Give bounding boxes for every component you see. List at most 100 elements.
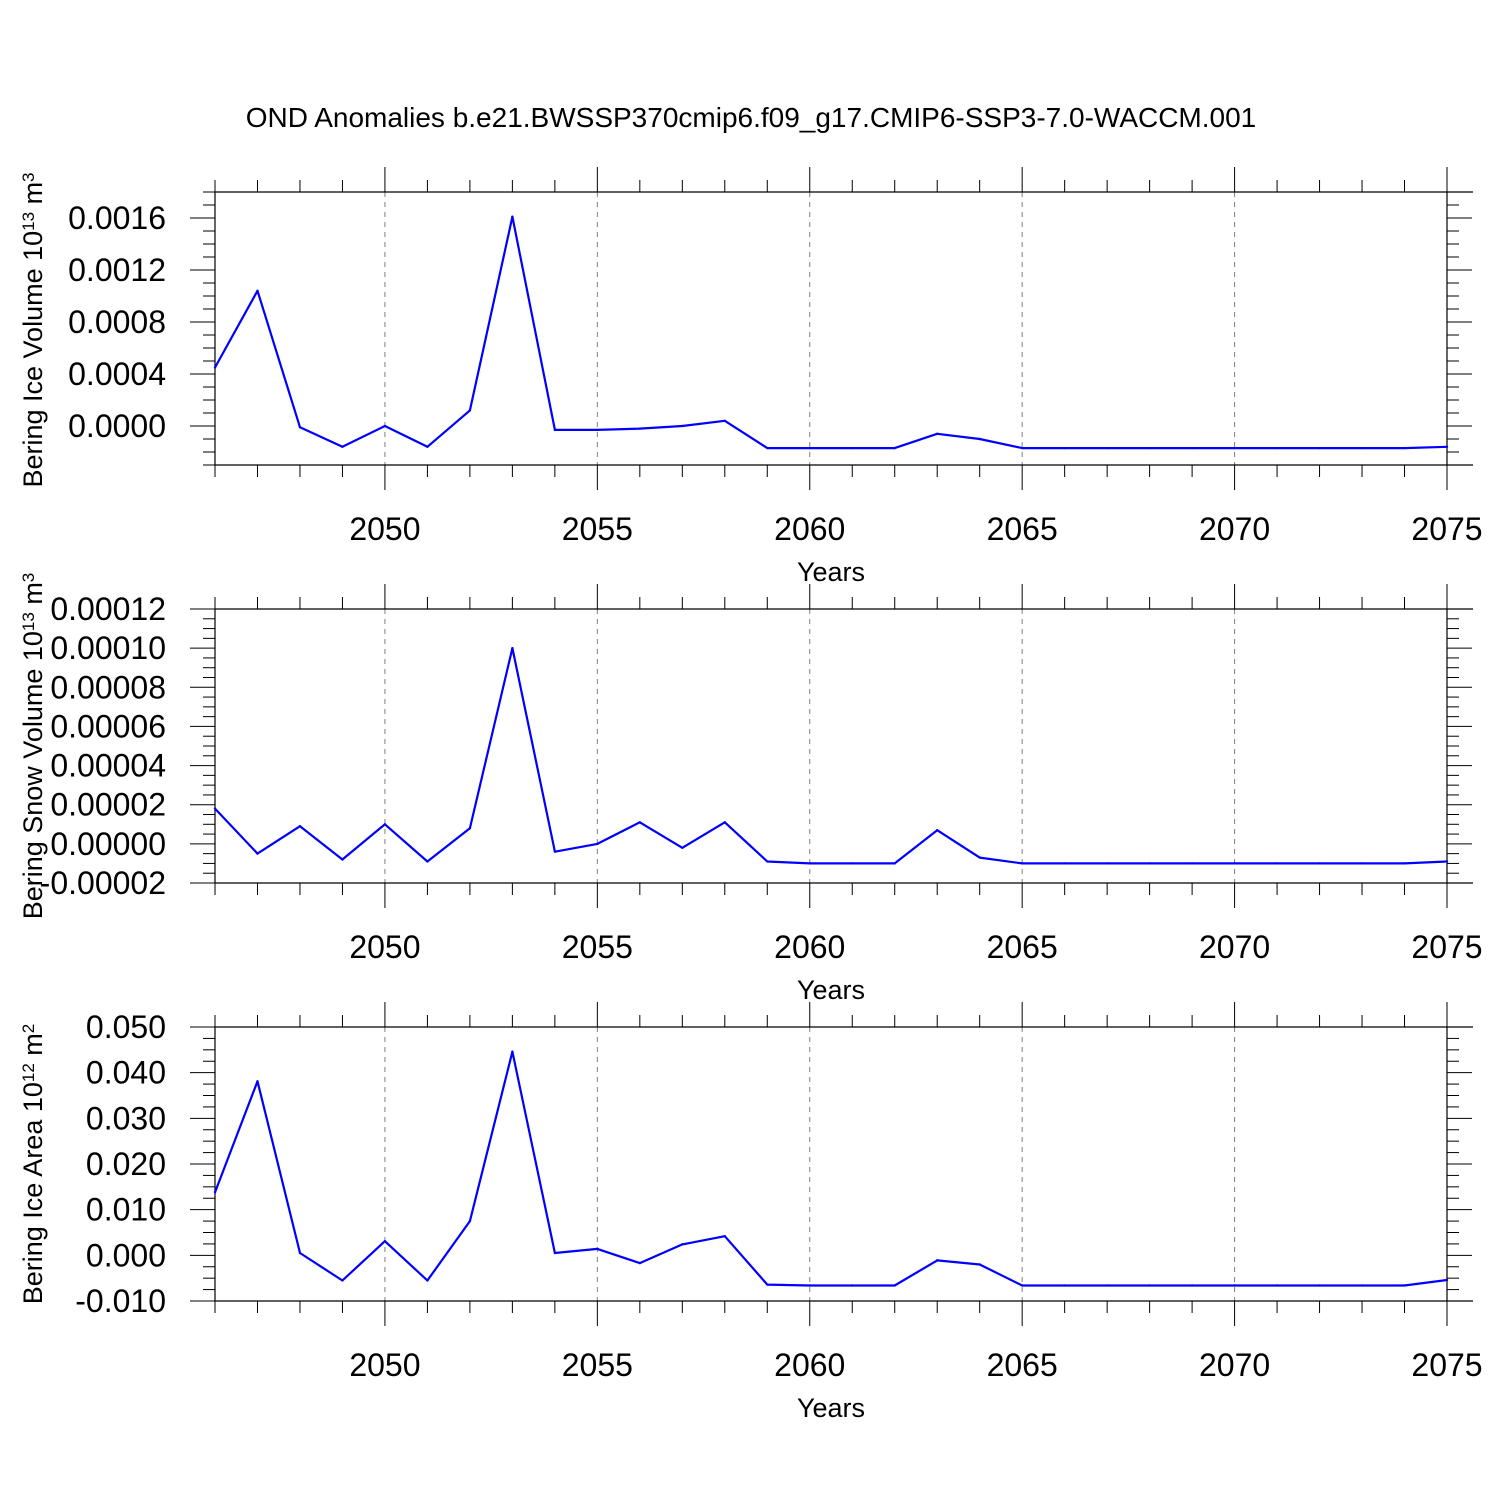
data-point	[383, 424, 387, 428]
data-point	[1403, 862, 1406, 865]
y-tick-label: 0.00008	[50, 669, 166, 705]
data-point	[511, 646, 514, 650]
y-tick-label: -0.010	[75, 1283, 166, 1319]
data-point	[1445, 860, 1449, 863]
data-point	[1318, 446, 1321, 450]
y-axis-label-superscript: 13	[19, 212, 38, 231]
y-tick-label: 0.0008	[68, 304, 166, 340]
data-point	[1403, 1284, 1406, 1287]
data-point	[1190, 1284, 1194, 1287]
y-axis-label-superscript: 12	[19, 1063, 38, 1082]
data-point	[553, 850, 557, 853]
data-point	[638, 427, 642, 430]
data-point	[808, 862, 811, 865]
data-point	[426, 1279, 429, 1282]
data-point	[1020, 446, 1024, 450]
data-point	[978, 856, 981, 859]
data-point	[766, 446, 769, 450]
data-point	[723, 1234, 726, 1238]
data-point	[808, 1284, 811, 1287]
x-tick-label: 2060	[774, 1347, 845, 1383]
data-point	[851, 862, 854, 865]
data-point	[723, 419, 726, 422]
data-point	[213, 807, 217, 810]
chart-panel-1: 2050 2055 2060 2065 2070 2075 0.0000 0.0004 0.00…	[18, 167, 1483, 587]
y-axis-label-part: m	[18, 582, 48, 612]
x-tick-label: 2075	[1411, 929, 1482, 965]
x-tick-label: 2065	[987, 929, 1058, 965]
data-point	[596, 1247, 599, 1251]
y-tick-label: 0.050	[86, 1009, 166, 1045]
series-line	[214, 646, 1448, 865]
data-point	[1148, 862, 1151, 865]
x-tick-label: 2070	[1199, 929, 1270, 965]
data-point	[893, 446, 896, 450]
y-axis-label-group: Bering Snow Volume 1013 m3	[18, 573, 48, 920]
x-tick-label: 2075	[1411, 511, 1482, 547]
data-point	[893, 1284, 896, 1287]
data-point	[681, 846, 684, 849]
panels: 2050 2055 2060 2065 2070 2075 0.0000 0.0004 0.00…	[18, 167, 1483, 1423]
x-tick-label: 2050	[349, 1347, 420, 1383]
y-tick-label: 0.0012	[68, 252, 166, 288]
data-point	[851, 446, 854, 450]
data-point	[1360, 446, 1364, 450]
x-tick-label: 2050	[349, 929, 420, 965]
y-axis-label-part: m	[18, 1033, 48, 1063]
data-point	[1105, 1284, 1109, 1287]
data-point	[1275, 862, 1279, 865]
y-tick-label: 0.00002	[50, 787, 166, 823]
data-point	[681, 424, 684, 428]
data-point	[1233, 446, 1236, 450]
data-point	[936, 828, 939, 832]
y-axis-label: Bering Ice Area 1012 m2	[18, 1024, 48, 1305]
data-point	[553, 1251, 557, 1255]
x-axis-label: Years	[797, 975, 865, 1005]
chart-panel-3: 2050 2055 2060 2065 2070 2075 -0.010 0.000 0.010…	[18, 1002, 1483, 1423]
y-tick-label: 0.0000	[68, 408, 166, 444]
data-point	[681, 1243, 684, 1246]
data-point	[511, 1050, 514, 1053]
data-point	[1403, 446, 1406, 450]
y-tick-label: 0.010	[86, 1192, 166, 1228]
data-point	[341, 445, 344, 448]
figure-title: OND Anomalies b.e21.BWSSP370cmip6.f09_g1…	[246, 102, 1257, 133]
y-tick-label: 0.0004	[68, 356, 166, 392]
y-axis-label-part: Bering Ice Volume 10	[18, 231, 48, 488]
y-tick-label: 0.0016	[68, 200, 166, 236]
y-tick-label: 0.00004	[50, 748, 166, 784]
data-point	[1020, 862, 1024, 865]
x-tick-label: 2075	[1411, 1347, 1482, 1383]
data-point	[468, 409, 472, 412]
data-point	[936, 1259, 939, 1262]
y-axis-label-group: Bering Ice Volume 1013 m3	[18, 172, 48, 487]
data-point	[1360, 1284, 1364, 1287]
data-point	[1233, 1284, 1236, 1287]
data-point	[511, 215, 514, 218]
data-point	[851, 1284, 854, 1287]
y-tick-label: 0.000	[86, 1237, 166, 1273]
data-point	[596, 428, 599, 432]
y-axis-label-part: Bering Ice Area 10	[18, 1082, 48, 1304]
data-point	[766, 860, 769, 863]
y-axis-label-part: Bering Snow Volume 10	[18, 631, 48, 919]
x-tick-label: 2060	[774, 929, 845, 965]
y-tick-label: 0.00010	[50, 630, 166, 666]
data-point	[256, 1080, 259, 1083]
x-tick-label: 2055	[562, 511, 633, 547]
y-axis-label-superscript: 2	[19, 1024, 38, 1033]
data-point	[426, 860, 429, 863]
data-point	[213, 366, 217, 369]
data-point	[256, 852, 259, 855]
x-tick-label: 2070	[1199, 1347, 1270, 1383]
chart-panel-2: 2050 2055 2060 2065 2070 2075-0.000020.000000…	[18, 573, 1483, 1005]
data-point	[1445, 445, 1449, 448]
data-point	[808, 446, 811, 450]
data-point	[426, 445, 429, 448]
data-point	[978, 437, 981, 441]
data-point	[1105, 446, 1109, 450]
y-axis-label-part: m	[18, 182, 48, 212]
data-point	[468, 1219, 472, 1223]
data-point	[468, 827, 472, 830]
